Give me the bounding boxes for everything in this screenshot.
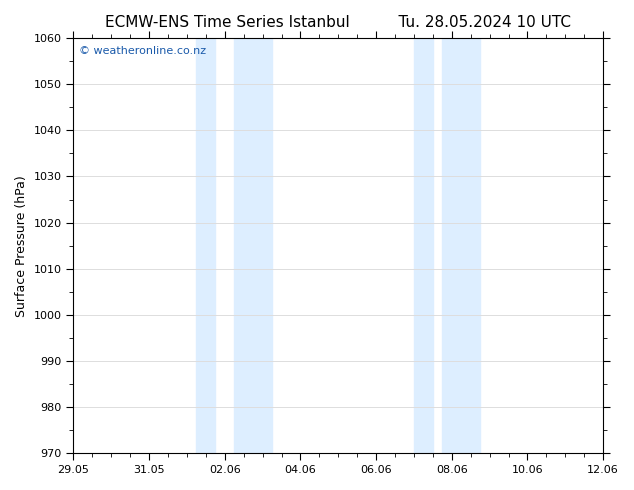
Title: ECMW-ENS Time Series Istanbul          Tu. 28.05.2024 10 UTC: ECMW-ENS Time Series Istanbul Tu. 28.05.… [105, 15, 571, 30]
Text: © weatheronline.co.nz: © weatheronline.co.nz [79, 47, 206, 56]
Bar [414, 38, 433, 453]
Bar [235, 38, 272, 453]
Bar [443, 38, 480, 453]
Y-axis label: Surface Pressure (hPa): Surface Pressure (hPa) [15, 175, 28, 317]
Bar [197, 38, 216, 453]
